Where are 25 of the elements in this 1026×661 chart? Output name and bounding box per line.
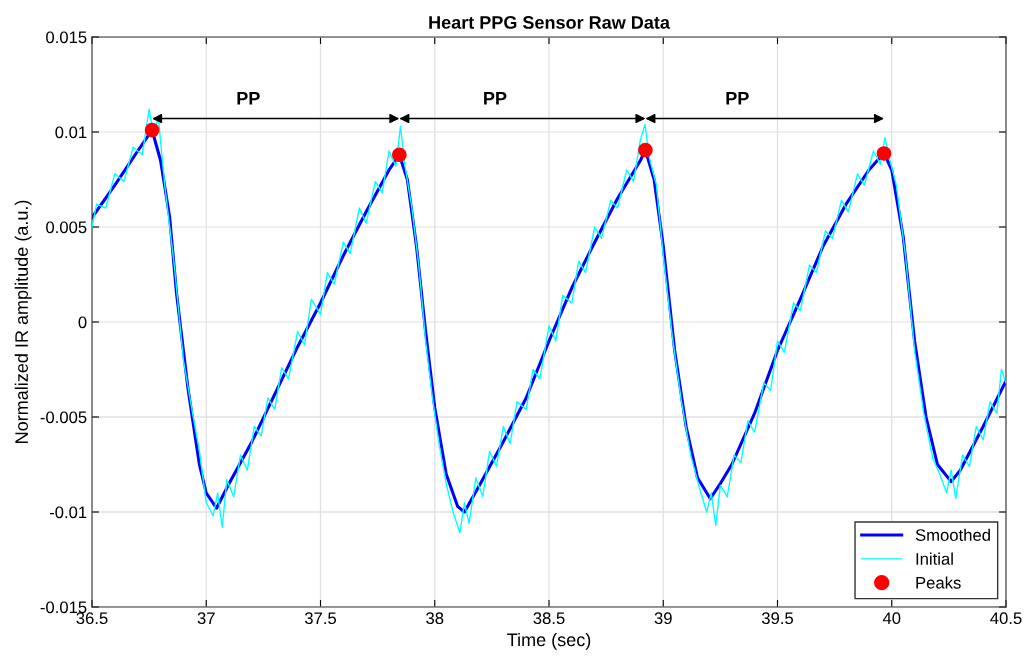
- annotation: PP: [726, 92, 749, 105]
- legend-label: Peaks: [916, 576, 961, 589]
- y-tick-label: 0: [78, 316, 87, 329]
- x-tick-label: 37.5: [304, 612, 337, 625]
- x-tick-label: 39: [654, 612, 672, 625]
- y-tick-label: 0.015: [46, 31, 87, 44]
- x-tick-label: 38: [426, 612, 444, 625]
- x-axis-title: Time (sec): [507, 632, 591, 650]
- y-axis-title: Normalized IR amplitude (a.u.): [14, 200, 32, 443]
- x-tick-label: 40.5: [990, 612, 1022, 625]
- y-tick-label: -0.01: [49, 506, 87, 519]
- x-tick-label: 40: [882, 612, 901, 625]
- y-tick-label: -0.005: [40, 411, 87, 424]
- y-tick-label: 0.01: [55, 126, 87, 139]
- chart-title: Heart PPG Sensor Raw Data: [429, 16, 671, 29]
- annotation: PP: [484, 92, 507, 105]
- y-tick-label: -0.015: [40, 601, 87, 614]
- legend-label: Smoothed: [915, 528, 990, 541]
- x-tick-label: 36.5: [76, 612, 108, 625]
- y-tick-label: 0.005: [46, 221, 87, 234]
- x-tick-label: 38.5: [533, 612, 565, 625]
- x-tick-label: 39.5: [761, 612, 794, 625]
- annotation: PP: [237, 92, 260, 105]
- legend-label: Initial: [916, 552, 953, 565]
- x-tick-label: 37: [197, 612, 215, 625]
